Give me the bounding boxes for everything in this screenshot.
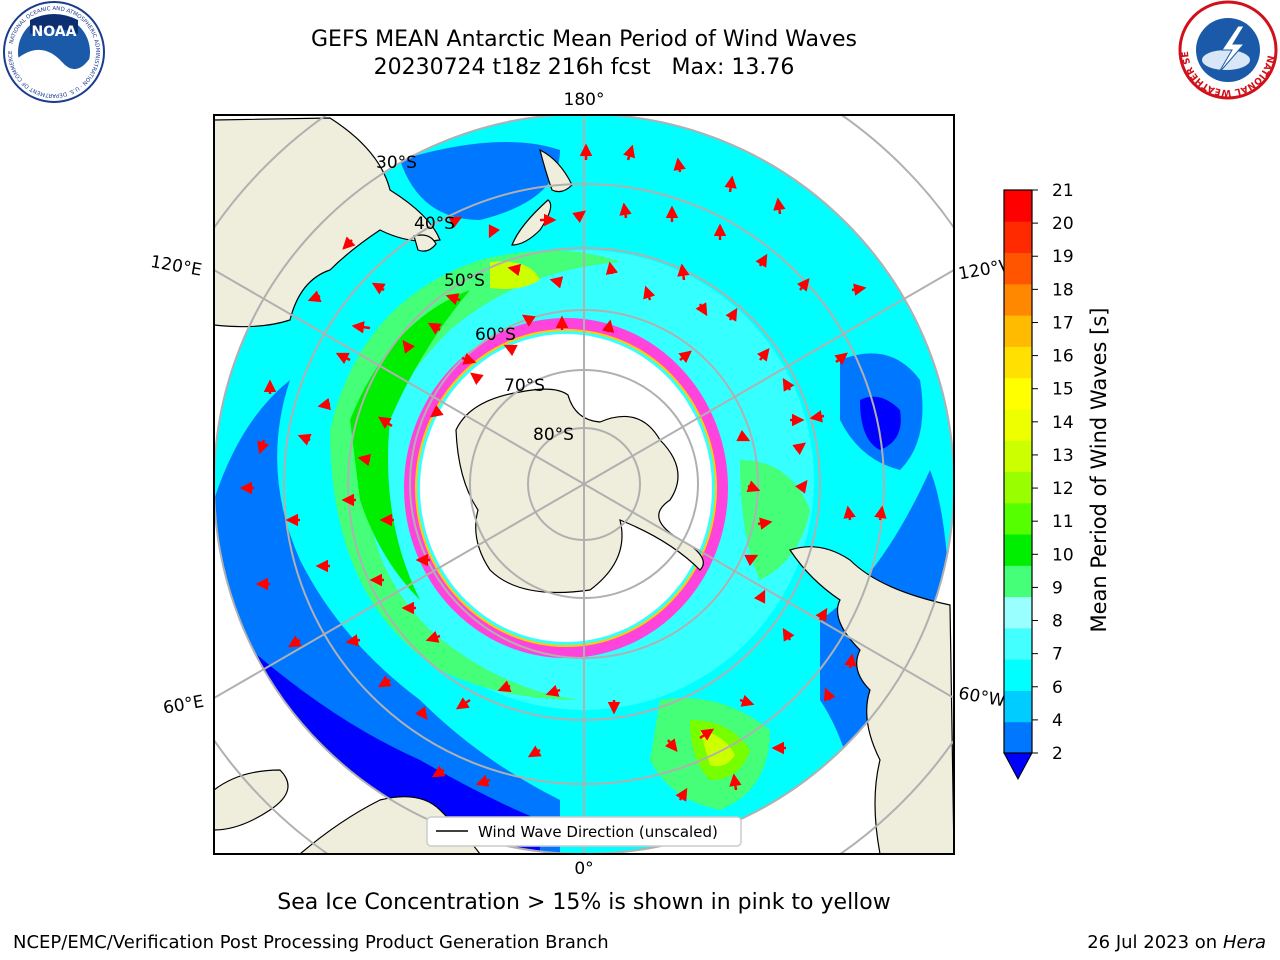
footer-date-text: 26 Jul 2023 on xyxy=(1087,932,1223,953)
colorbar-tick-label: 11 xyxy=(1052,512,1074,532)
lon-label-180: 180° xyxy=(564,90,605,110)
lon-label-60e: 60°E xyxy=(162,692,206,719)
sea-ice-caption: Sea Ice Concentration > 15% is shown in … xyxy=(277,890,891,915)
colorbar-segment xyxy=(1004,565,1032,598)
lon-label-120e: 120°E xyxy=(149,252,203,281)
colorbar-tick-label: 6 xyxy=(1052,678,1063,698)
legend-label: Wind Wave Direction (unscaled) xyxy=(478,823,718,841)
colorbar-tick-label: 20 xyxy=(1052,214,1074,234)
lat-label-70s: 70°S xyxy=(504,376,545,396)
map-subtitle: 20230724 t18z 216h fcst Max: 13.76 xyxy=(373,55,795,80)
graticule xyxy=(214,115,954,854)
colorbar-segment xyxy=(1004,690,1032,723)
colorbar-tick-label: 8 xyxy=(1052,612,1063,632)
colorbar-segment xyxy=(1004,502,1032,535)
colorbar-tick-label: 16 xyxy=(1052,347,1074,367)
colorbar-segment xyxy=(1004,283,1032,316)
colorbar-tick-label: 4 xyxy=(1052,711,1063,731)
colorbar-segment xyxy=(1004,190,1032,222)
colorbar-tick-label: 9 xyxy=(1052,578,1063,598)
colorbar-tick-label: 10 xyxy=(1052,545,1074,565)
colorbar-extend-triangle xyxy=(1003,752,1033,781)
colorbar-segment xyxy=(1004,440,1032,472)
lon-label-0: 0° xyxy=(574,859,593,879)
colorbar: 2 4 6 7 8 9 10 11 12 13 14 15 16 17 18 19 20 21 xyxy=(1003,181,1074,781)
colorbar-segment xyxy=(1004,377,1032,410)
noaa-logo-text: NOAA xyxy=(32,24,77,40)
colorbar-segment xyxy=(1004,534,1032,566)
colorbar-segment xyxy=(1004,252,1032,285)
colorbar-tick-label: 7 xyxy=(1052,645,1063,665)
colorbar-tick-label: 12 xyxy=(1052,479,1074,499)
colorbar-segment xyxy=(1004,315,1032,347)
colorbar-segment xyxy=(1004,471,1032,504)
colorbar-tick-label: 14 xyxy=(1052,413,1074,433)
colorbar-segment xyxy=(1004,659,1032,691)
lat-label-60s: 60°S xyxy=(475,325,516,345)
colorbar-tick-label: 21 xyxy=(1052,181,1074,201)
colorbar-segment xyxy=(1004,627,1032,660)
colorbar-border xyxy=(1003,189,1033,754)
colorbar-tick-label: 13 xyxy=(1052,446,1074,466)
map-legend: Wind Wave Direction (unscaled) xyxy=(426,816,742,847)
map-frame-border xyxy=(213,114,955,855)
lat-label-40s: 40°S xyxy=(414,214,455,234)
lat-label-80s: 80°S xyxy=(533,425,574,445)
lat-label-50s: 50°S xyxy=(444,271,485,291)
footer-host: Hera xyxy=(1222,932,1266,953)
colorbar-segment xyxy=(1004,408,1032,441)
colorbar-segment xyxy=(1004,596,1032,629)
colorbar-tick-label: 2 xyxy=(1052,744,1063,764)
colorbar-tick-label: 19 xyxy=(1052,247,1074,267)
footer-date: 26 Jul 2023 on Hera xyxy=(1087,932,1266,953)
colorbar-segment xyxy=(1004,346,1032,379)
wave-direction-arrows xyxy=(239,143,887,802)
colorbar-tick-label: 18 xyxy=(1052,280,1074,300)
colorbar-tick-label: 17 xyxy=(1052,313,1074,333)
lat-label-30s: 30°S xyxy=(376,153,417,173)
colorbar-segment xyxy=(1004,221,1032,254)
map-title: GEFS MEAN Antarctic Mean Period of Wind … xyxy=(311,27,857,52)
colorbar-segment xyxy=(1004,721,1032,754)
national-weather-service-logo: NATIONAL WEATHER SERVICE xyxy=(1178,0,1278,100)
lon-label-60w: 60°W xyxy=(957,684,1007,712)
colorbar-tick-label: 15 xyxy=(1052,380,1074,400)
noaa-logo: NOAA NATIONAL OCEANIC AND ATMOSPHERIC AD… xyxy=(3,1,105,103)
colorbar-label: Mean Period of Wind Waves [s] xyxy=(1087,308,1111,633)
footer-credit: NCEP/EMC/Verification Post Processing Pr… xyxy=(13,932,609,953)
